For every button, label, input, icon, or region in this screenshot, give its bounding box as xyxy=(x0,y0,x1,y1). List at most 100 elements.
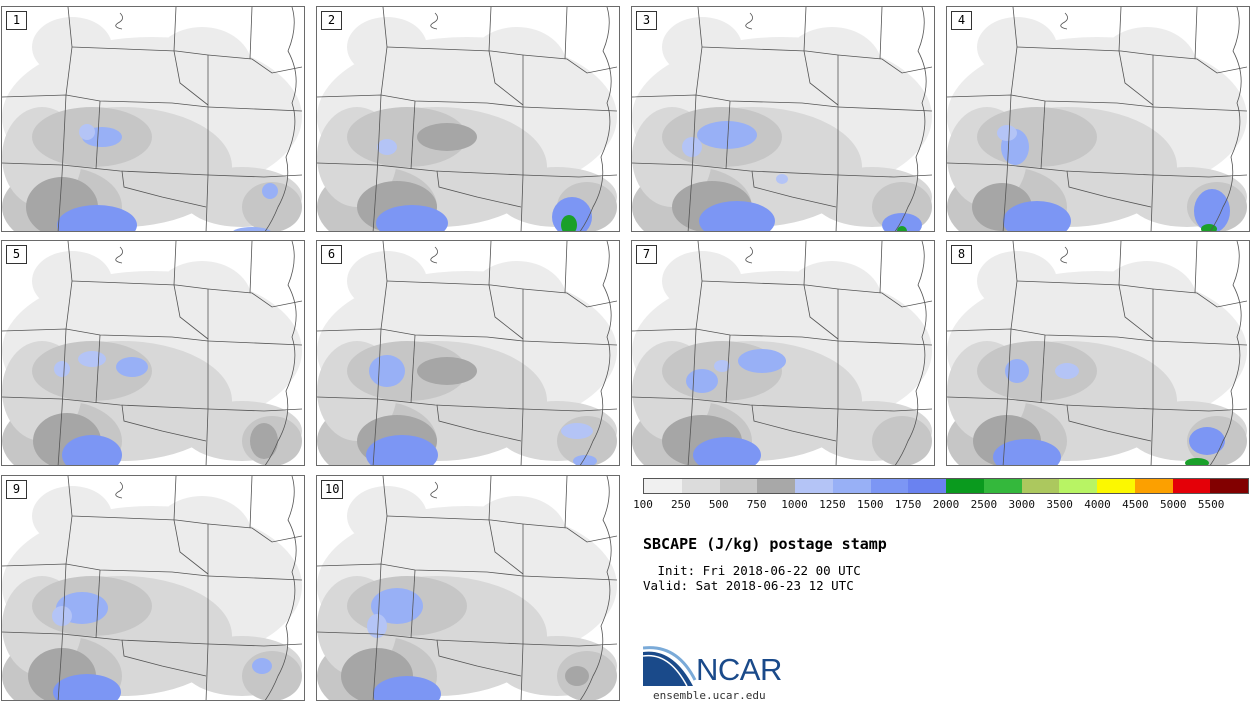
state-boundary xyxy=(564,241,568,294)
cape-contour-region xyxy=(682,137,702,157)
member-number-label: 2 xyxy=(321,11,342,30)
state-boundary xyxy=(879,7,883,60)
cape-contour-region xyxy=(699,201,775,231)
cape-contour-region xyxy=(561,215,577,231)
state-boundary xyxy=(95,100,101,170)
member-number-label: 4 xyxy=(951,11,972,30)
cape-contour-region xyxy=(782,261,882,341)
state-boundary xyxy=(430,12,438,30)
state-boundary xyxy=(488,7,524,106)
init-time: Init: Fri 2018-06-22 00 UTC xyxy=(650,563,861,578)
state-boundary xyxy=(701,280,839,290)
state-boundary xyxy=(1152,54,1248,74)
state-boundary xyxy=(520,289,524,465)
cape-contour-region xyxy=(897,226,907,231)
cape-contour-region xyxy=(714,360,730,372)
cape-contour-region xyxy=(62,435,122,465)
colorbar-tick-label: 4500 xyxy=(1122,498,1149,511)
cape-contour-region xyxy=(1194,189,1230,231)
state-boundary xyxy=(579,476,612,700)
state-boundary xyxy=(1209,241,1242,465)
cape-contour-region xyxy=(776,174,788,184)
cape-contour-region xyxy=(377,139,397,155)
cape-contour-region xyxy=(376,205,448,231)
state-boundary xyxy=(205,289,209,465)
state-boundary xyxy=(522,575,618,581)
state-boundary xyxy=(71,46,209,56)
cape-contour-region xyxy=(242,651,302,700)
state-boundary xyxy=(317,396,524,410)
colorbar-tick-label: 2000 xyxy=(932,498,960,511)
state-boundary xyxy=(372,94,382,231)
state-boundary xyxy=(115,481,123,499)
state-boundary xyxy=(837,106,933,112)
state-boundary xyxy=(1040,100,1046,170)
state-boundary xyxy=(436,170,522,208)
cape-contour-region xyxy=(252,658,272,674)
cape-contour-region xyxy=(693,437,761,465)
colorbar-swatch xyxy=(1134,479,1173,493)
state-boundary xyxy=(249,241,253,294)
member-number-label: 5 xyxy=(6,245,27,264)
sbcape-field-map xyxy=(947,7,1248,231)
cape-contour-region xyxy=(686,369,718,393)
state-boundary xyxy=(317,631,524,645)
cape-contour-region xyxy=(1185,458,1209,465)
state-boundary xyxy=(410,334,416,404)
chart-title: SBCAPE (J/kg) postage stamp xyxy=(643,535,887,553)
state-boundary xyxy=(803,241,839,340)
colorbar-tick-label: 4000 xyxy=(1084,498,1111,511)
state-boundary xyxy=(488,476,524,575)
cape-contour-region xyxy=(561,423,593,439)
colorbar-tick-label: 2500 xyxy=(970,498,998,511)
state-boundary xyxy=(1040,334,1046,404)
state-boundary xyxy=(2,631,209,645)
state-boundary xyxy=(564,7,568,60)
state-boundary xyxy=(1002,94,1012,231)
state-boundary xyxy=(205,55,209,231)
state-boundary xyxy=(57,328,67,465)
state-boundary xyxy=(173,7,209,106)
cape-contour-region xyxy=(78,351,106,367)
cape-contour-region xyxy=(993,439,1061,465)
state-boundary xyxy=(410,569,416,639)
state-boundary xyxy=(372,563,382,700)
cape-contour-region xyxy=(573,455,597,465)
colorbar-swatch xyxy=(983,479,1022,493)
state-boundary xyxy=(751,404,837,442)
state-boundary xyxy=(2,162,209,176)
cape-contour-region xyxy=(52,606,72,626)
state-boundary xyxy=(837,340,933,346)
state-boundary xyxy=(751,170,837,208)
member-panel-10: 10 xyxy=(316,475,620,701)
cape-contour-region xyxy=(373,676,441,700)
colorbar-tick-label: 1750 xyxy=(894,498,922,511)
state-boundary xyxy=(173,241,209,340)
colorbar-tick-label: 5000 xyxy=(1160,498,1187,511)
ncar-logo-text: NCAR xyxy=(696,652,782,687)
cape-contour-region xyxy=(79,124,95,140)
state-boundary xyxy=(1118,7,1154,106)
cape-contour-region xyxy=(347,107,467,167)
colorbar-tick-label: 100 xyxy=(633,498,653,511)
state-boundary xyxy=(207,523,303,543)
cape-contour-region xyxy=(367,614,387,638)
state-boundary xyxy=(520,55,524,231)
state-boundary xyxy=(837,408,933,412)
state-boundary xyxy=(436,639,522,677)
state-boundary xyxy=(1016,280,1154,290)
state-boundary xyxy=(95,334,101,404)
valid-time: Valid: Sat 2018-06-23 12 UTC xyxy=(643,578,854,593)
state-boundary xyxy=(522,54,618,74)
state-boundary xyxy=(522,523,618,543)
state-boundary xyxy=(632,162,839,176)
state-boundary xyxy=(1152,106,1248,112)
cape-contour-region xyxy=(1097,27,1197,107)
state-boundary xyxy=(207,575,303,581)
state-boundary xyxy=(410,100,416,170)
member-number-label: 8 xyxy=(951,245,972,264)
state-boundary xyxy=(837,174,933,178)
sbcape-field-map xyxy=(2,7,303,231)
state-boundary xyxy=(264,7,297,231)
colorbar-tick-label: 3500 xyxy=(1046,498,1073,511)
